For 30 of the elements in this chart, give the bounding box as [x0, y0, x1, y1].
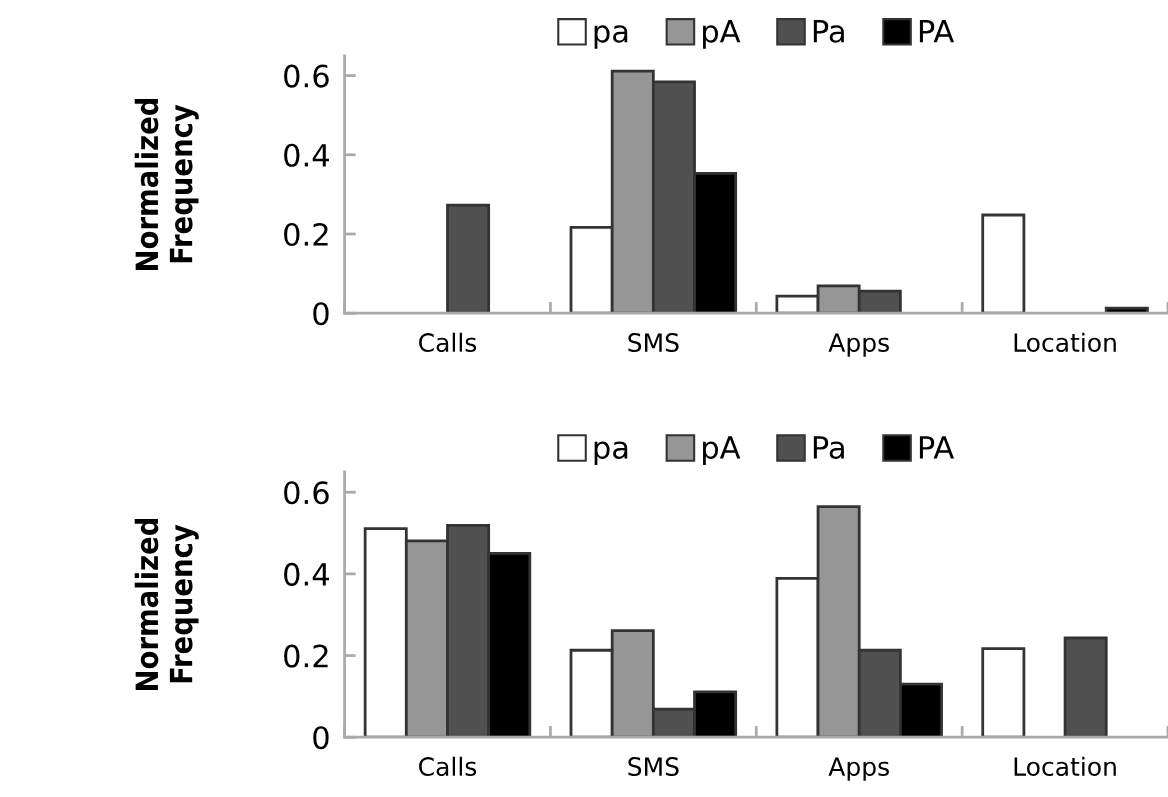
y-tick-label: 0.4	[284, 143, 329, 167]
legend-label: PA	[919, 20, 955, 43]
legend-label: PA	[919, 436, 955, 459]
y-tick-label: 0.4	[284, 562, 329, 586]
x-tick-label: Location	[1014, 756, 1116, 777]
y-tick-label: 0	[313, 302, 329, 326]
x-tick-label: Calls	[419, 756, 477, 777]
y-tick-label: 0.2	[284, 644, 328, 668]
x-tick-label: SMS	[628, 757, 679, 777]
legend-label: pa	[594, 25, 628, 49]
bar	[981, 647, 1026, 738]
legend-label: pA	[703, 20, 741, 49]
y-tick-label: 0.6	[284, 64, 329, 88]
x-tick-label: SMS	[628, 333, 679, 353]
y-axis-title: Normalized Frequency	[134, 98, 199, 270]
bar	[1063, 636, 1108, 738]
legend-label: Pa	[813, 436, 844, 459]
y-axis-title: Normalized Frequency	[134, 518, 199, 690]
x-tick-label: Calls	[419, 332, 477, 353]
bar	[981, 213, 1026, 314]
legend-label: pa	[594, 441, 628, 465]
x-tick-label: Apps	[828, 333, 889, 357]
bar	[446, 203, 491, 314]
legend-label: Pa	[813, 20, 844, 43]
y-tick-label: 0	[313, 726, 329, 750]
y-tick-label: 0.6	[284, 481, 329, 505]
x-tick-label: Location	[1014, 332, 1116, 353]
x-tick-label: Apps	[828, 757, 889, 781]
legend-label: pA	[703, 436, 741, 465]
y-tick-label: 0.2	[284, 222, 328, 247]
